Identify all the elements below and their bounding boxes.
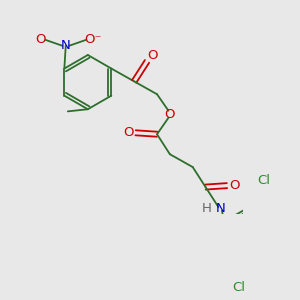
Text: O: O xyxy=(165,108,175,121)
Text: O⁻: O⁻ xyxy=(84,34,102,46)
Text: N: N xyxy=(216,202,225,215)
Text: O: O xyxy=(229,179,239,192)
Text: Cl: Cl xyxy=(257,174,270,187)
Text: O: O xyxy=(123,126,134,139)
Text: H: H xyxy=(201,202,211,215)
Text: N: N xyxy=(61,39,70,52)
Text: O: O xyxy=(35,34,45,46)
Text: O: O xyxy=(148,49,158,62)
Text: Cl: Cl xyxy=(232,281,245,294)
